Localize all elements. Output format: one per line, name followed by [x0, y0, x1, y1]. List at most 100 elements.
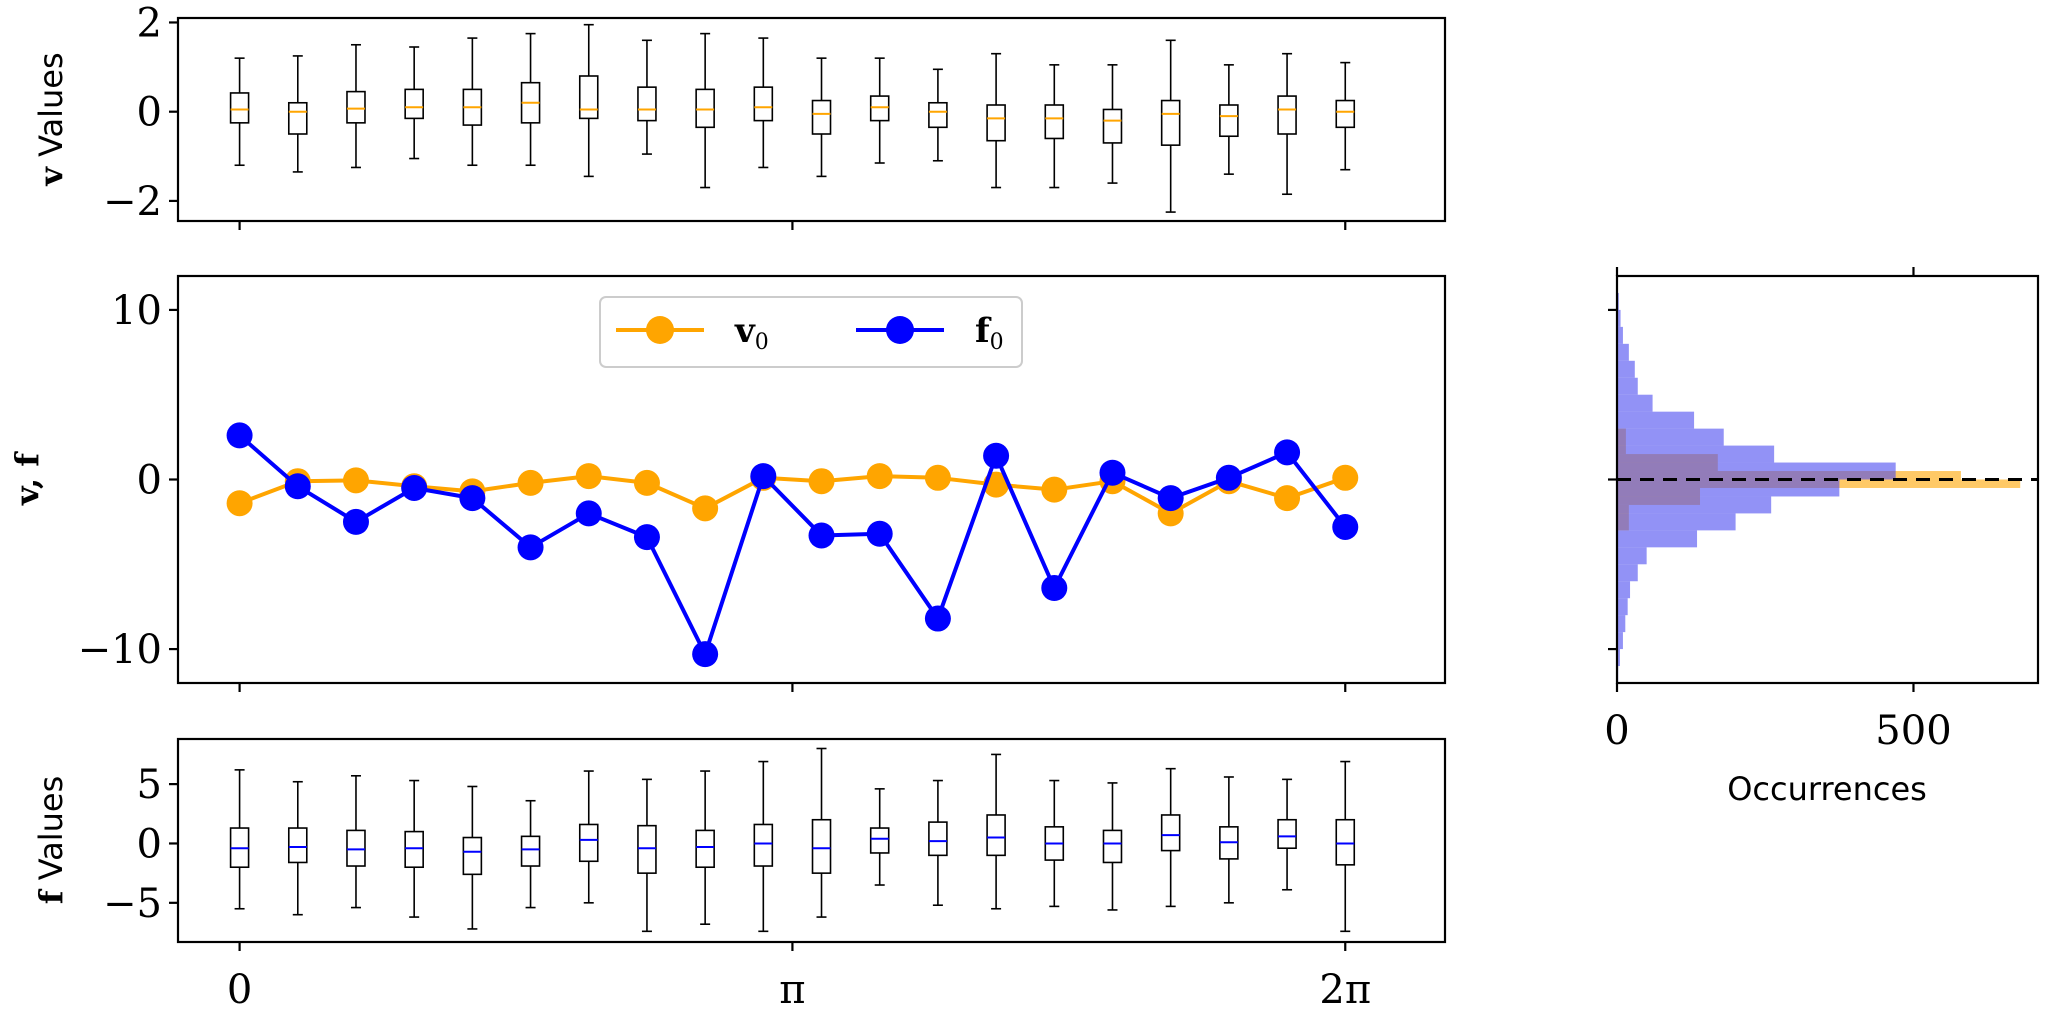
bottom-box-6: [520, 799, 541, 909]
top-iqr-box: [928, 101, 948, 129]
series-f0-point: [808, 522, 835, 549]
hist-f-bar: [1617, 326, 1623, 344]
top-iqr-box: [869, 95, 890, 122]
top-iqr-box: [346, 90, 366, 124]
bottom-x-ticks: 0 π 2π: [227, 942, 1371, 1013]
series-f0-point: [1099, 459, 1126, 486]
hist-f-bar: [1617, 411, 1695, 429]
top-iqr-box: [1335, 99, 1356, 129]
top-box-5: [462, 37, 483, 167]
bottom-axes-frame: [176, 737, 1447, 944]
top-boxplots: [229, 23, 1356, 213]
top-box-15: [1044, 64, 1065, 189]
hist-f-bar: [1617, 377, 1638, 395]
top-box-11: [811, 57, 832, 178]
top-box-14: [986, 52, 1006, 189]
hist-f-bar: [1617, 513, 1736, 531]
top-box-6: [520, 32, 541, 167]
hist-f-bar: [1617, 581, 1631, 599]
series-f0-point: [401, 474, 428, 501]
bottom-box-18: [1219, 776, 1239, 904]
top-iqr-box: [1160, 99, 1181, 146]
legend-f-marker: [886, 316, 914, 344]
top-iqr-box: [811, 99, 832, 135]
series-f0-point: [1332, 513, 1359, 540]
bottom-iqr-box: [869, 827, 890, 854]
hist-f-bar: [1617, 479, 1840, 497]
top-iqr-box: [229, 92, 250, 124]
legend-v-label: v0: [734, 311, 769, 355]
bottom-iqr-box: [811, 818, 832, 874]
hist-f-bar: [1617, 547, 1647, 565]
bottom-box-2: [287, 780, 308, 916]
bottom-iqr-box: [520, 835, 541, 867]
bottom-x-tick-label: π: [779, 967, 805, 1013]
hist-f-bar: [1617, 615, 1626, 633]
hist-f-bar: [1617, 632, 1623, 650]
series-f0-point: [924, 605, 951, 632]
top-box-1: [229, 57, 250, 167]
bottom-iqr-box: [346, 829, 366, 867]
top-y-axis-label: v Values: [32, 52, 70, 186]
series-f0-point: [1157, 485, 1184, 512]
hist-f-bar: [1617, 343, 1629, 361]
bottom-box-8: [637, 778, 657, 933]
bottom-box-19: [1277, 778, 1297, 891]
top-y-tick-label: 0: [137, 90, 162, 136]
legend-box: [599, 296, 1023, 368]
bottom-box-10: [753, 760, 774, 933]
bottom-box-4: [404, 779, 424, 918]
bottom-iqr-box: [928, 821, 948, 857]
series-v0-point: [226, 490, 253, 517]
top-box-2: [287, 55, 308, 173]
top-box-4: [404, 46, 424, 160]
top-box-3: [346, 43, 366, 169]
series-f0-point: [517, 534, 544, 561]
series-v0-point: [924, 464, 951, 491]
series-v0-point: [517, 469, 544, 496]
hist-f-bar: [1617, 445, 1775, 463]
bottom-iqr-box: [578, 823, 599, 863]
hist-series-f: [1617, 276, 1896, 683]
top-x-ticks: [238, 221, 1347, 230]
top-y-tick-label: 2: [137, 0, 162, 46]
bottom-boxplots: [229, 747, 1356, 933]
top-panel: 2 0 −2 v Values: [32, 0, 1447, 230]
bottom-iqr-box: [287, 827, 308, 864]
series-f0-point: [226, 422, 253, 449]
top-iqr-box: [404, 88, 424, 120]
series-v0-point: [633, 469, 660, 496]
bottom-iqr-box: [1277, 818, 1297, 850]
hist-f-bar: [1617, 496, 1772, 514]
top-iqr-box: [753, 86, 774, 122]
series-f0-point: [750, 463, 777, 490]
series-f0-point: [983, 442, 1010, 469]
hist-f-bar: [1617, 649, 1620, 667]
top-box-7: [578, 23, 599, 178]
bottom-box-20: [1335, 760, 1356, 933]
top-y-ticks: 2 0 −2: [103, 0, 178, 225]
middle-y-tick-label: 0: [137, 458, 162, 504]
top-box-8: [637, 39, 657, 155]
hist-x-tick-label: 0: [1604, 708, 1629, 754]
hist-f-bar: [1617, 462, 1896, 480]
bottom-iqr-box: [1160, 814, 1181, 852]
bottom-iqr-box: [695, 829, 715, 869]
bottom-box-16: [1102, 782, 1123, 911]
bottom-box-13: [928, 779, 948, 906]
legend-v-marker: [646, 316, 674, 344]
bottom-y-tick-label: 5: [137, 762, 162, 808]
top-iqr-box: [637, 86, 657, 122]
bottom-box-5: [462, 785, 483, 930]
top-box-16: [1102, 64, 1123, 184]
histogram-x-axis-label: Occurrences: [1727, 770, 1927, 808]
top-box-9: [695, 32, 715, 189]
bottom-box-3: [346, 775, 366, 909]
top-box-17: [1160, 39, 1181, 213]
bottom-iqr-box: [1102, 829, 1123, 864]
bottom-y-axis-label: f Values: [32, 776, 70, 904]
series-f0-point: [284, 473, 311, 500]
middle-x-ticks: [238, 683, 1347, 692]
series-v0-point: [808, 468, 835, 495]
